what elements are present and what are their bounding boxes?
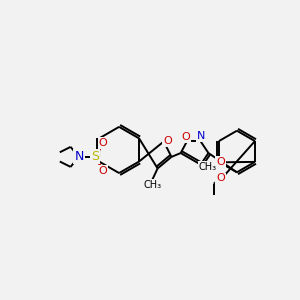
Text: O: O bbox=[182, 132, 190, 142]
Text: O: O bbox=[99, 166, 107, 176]
Text: N: N bbox=[197, 165, 206, 175]
Text: CH₃: CH₃ bbox=[143, 180, 161, 190]
Text: S: S bbox=[91, 150, 99, 164]
Text: N: N bbox=[74, 150, 84, 164]
Text: CH₃: CH₃ bbox=[199, 162, 217, 172]
Text: O: O bbox=[216, 157, 225, 167]
Text: O: O bbox=[99, 138, 107, 148]
Text: N: N bbox=[197, 131, 206, 141]
Text: O: O bbox=[216, 173, 225, 184]
Text: O: O bbox=[163, 136, 172, 146]
